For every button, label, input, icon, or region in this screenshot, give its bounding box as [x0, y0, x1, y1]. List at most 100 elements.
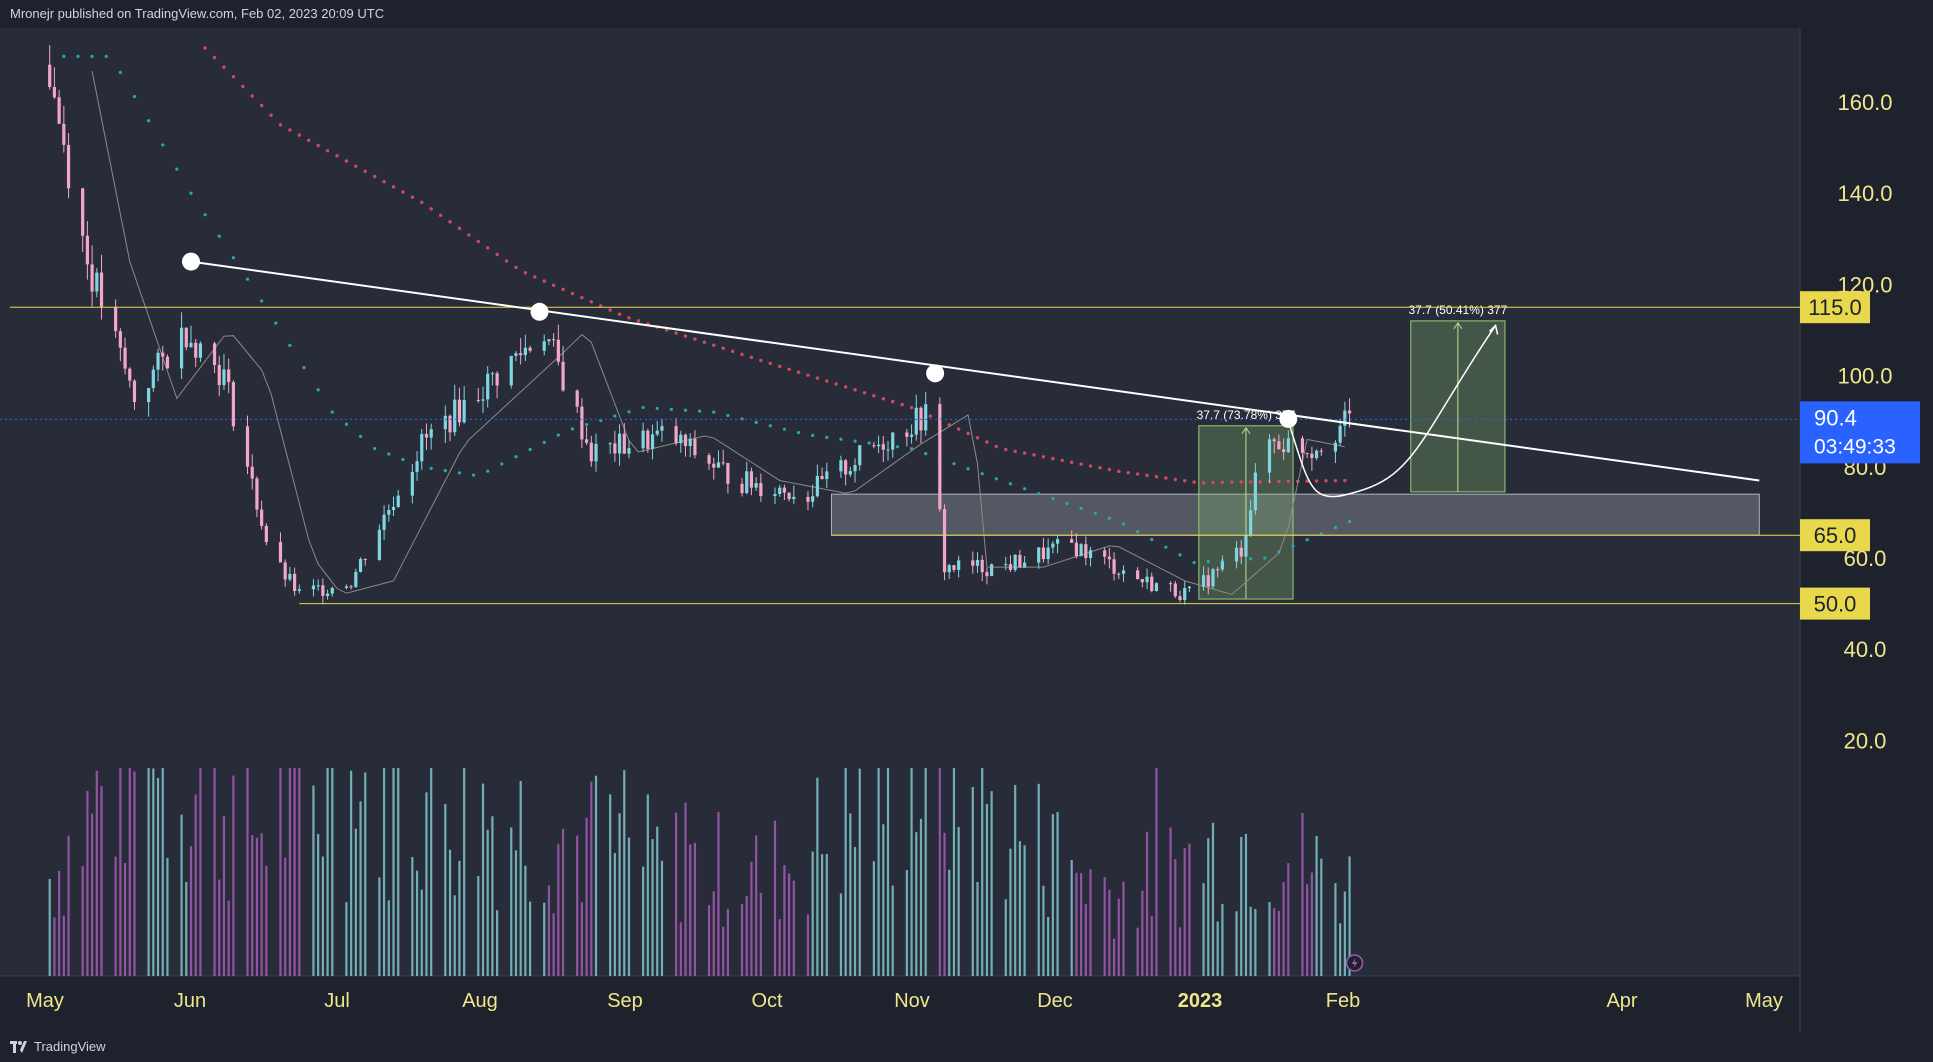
candle-body — [1244, 534, 1248, 557]
time-tick-label: May — [26, 990, 64, 1012]
volume-bar — [345, 902, 348, 976]
volume-bar — [1047, 916, 1050, 976]
candle-body — [627, 448, 631, 454]
volume-bar — [86, 790, 89, 976]
volume-bar — [618, 813, 621, 976]
volume-bar — [514, 850, 518, 976]
volume-bar — [152, 768, 155, 976]
ema-slow-point — [250, 94, 254, 98]
ema-fast-point — [274, 321, 278, 325]
ema-fast-point — [514, 455, 518, 459]
candle-body — [1140, 578, 1144, 583]
volume-bar — [1211, 822, 1215, 976]
volume-bar — [689, 844, 692, 976]
candle-body — [321, 585, 325, 597]
volume-bar — [180, 814, 183, 976]
volume-bar — [707, 905, 711, 976]
ema-fast-point — [1333, 526, 1338, 530]
ema-slow-point — [1145, 473, 1149, 478]
ema-slow-point — [636, 319, 641, 323]
ema-slow-point — [269, 113, 273, 117]
ema-fast-point — [655, 406, 659, 411]
candle-body — [844, 460, 848, 475]
candle-body — [194, 342, 198, 358]
time-tick-label: Aug — [462, 990, 498, 1012]
candle-body — [1234, 547, 1239, 562]
volume-bar — [62, 915, 65, 976]
ema-fast-point — [260, 299, 264, 303]
volume-bar — [119, 768, 122, 976]
ema-fast-point — [754, 420, 758, 424]
volume-bar — [1221, 903, 1224, 976]
volume-bar — [359, 801, 362, 976]
volume-bar — [1122, 881, 1125, 976]
candle-body — [1121, 570, 1126, 574]
candle-body — [1173, 583, 1177, 597]
volume-bar — [811, 851, 814, 976]
candle-body — [462, 400, 466, 423]
volume-bar — [486, 829, 489, 976]
volume-bar — [820, 854, 824, 976]
volume-bar — [1042, 885, 1045, 976]
volume-bar — [326, 768, 329, 976]
pivot-point[interactable] — [1279, 409, 1298, 428]
price-chart[interactable]: 37.7 (73.78%) 377 37.7 (50.41%) 377 160.0… — [0, 28, 1933, 1032]
candle-body — [57, 97, 61, 124]
candle-body — [938, 404, 942, 510]
ema-fast-point — [867, 441, 871, 445]
descending-trendline[interactable] — [190, 260, 1760, 482]
ema-fast-point — [909, 446, 914, 451]
ema-fast-point — [1178, 553, 1182, 557]
volume-bar — [543, 902, 546, 976]
pivot-point[interactable] — [181, 252, 200, 271]
candle-body — [420, 433, 424, 462]
ema-fast-point — [726, 413, 730, 418]
candle-body — [1249, 510, 1253, 535]
volume-bar — [1343, 891, 1346, 976]
candle-body — [245, 426, 250, 467]
ema-fast-point — [683, 408, 688, 412]
volume-bar — [1169, 827, 1172, 976]
volume-bar — [1141, 890, 1144, 976]
ema-slow-point — [975, 436, 980, 440]
ema-fast-point — [387, 452, 391, 456]
pivot-point[interactable] — [926, 364, 945, 383]
candle-body — [589, 442, 593, 462]
candle-body — [1272, 439, 1276, 442]
ema-slow-point — [335, 154, 339, 158]
bolt-glyph — [1351, 958, 1358, 968]
volume-bar — [981, 768, 984, 976]
volume-bar — [279, 768, 282, 976]
volume-bar — [1249, 906, 1252, 976]
volume-bar — [298, 768, 301, 976]
volume-bar — [350, 770, 353, 976]
footer-bar: TradingView — [0, 1032, 1933, 1062]
volume-bar — [1108, 889, 1111, 976]
candle-body — [1310, 453, 1314, 459]
candle-body — [787, 492, 791, 500]
volume-bar — [218, 879, 221, 976]
volume-bar — [420, 889, 423, 976]
volume-bar — [1301, 812, 1304, 976]
tradingview-logo[interactable]: TradingView — [10, 1032, 106, 1062]
time-tick-label: May — [1745, 990, 1783, 1012]
candle-body — [358, 559, 363, 572]
candle-body — [679, 434, 683, 444]
pivot-point[interactable] — [530, 302, 549, 321]
volume-bar — [646, 794, 649, 976]
candle-body — [806, 496, 810, 502]
candle-body — [1201, 575, 1206, 587]
volume-bar — [609, 794, 612, 976]
ema-fast-point — [1037, 492, 1041, 496]
volume-bar — [1254, 909, 1257, 976]
projected-path[interactable] — [1287, 325, 1497, 498]
support-zone[interactable] — [831, 493, 1760, 536]
volume-bar — [1244, 833, 1248, 976]
ema-slow-point — [1135, 472, 1140, 476]
ema-fast-point — [175, 167, 179, 171]
volume-bar — [1080, 873, 1083, 976]
volume-bar — [1009, 848, 1012, 976]
candle-body — [132, 380, 137, 403]
candle-body — [778, 487, 782, 495]
volume-bar — [331, 768, 334, 976]
